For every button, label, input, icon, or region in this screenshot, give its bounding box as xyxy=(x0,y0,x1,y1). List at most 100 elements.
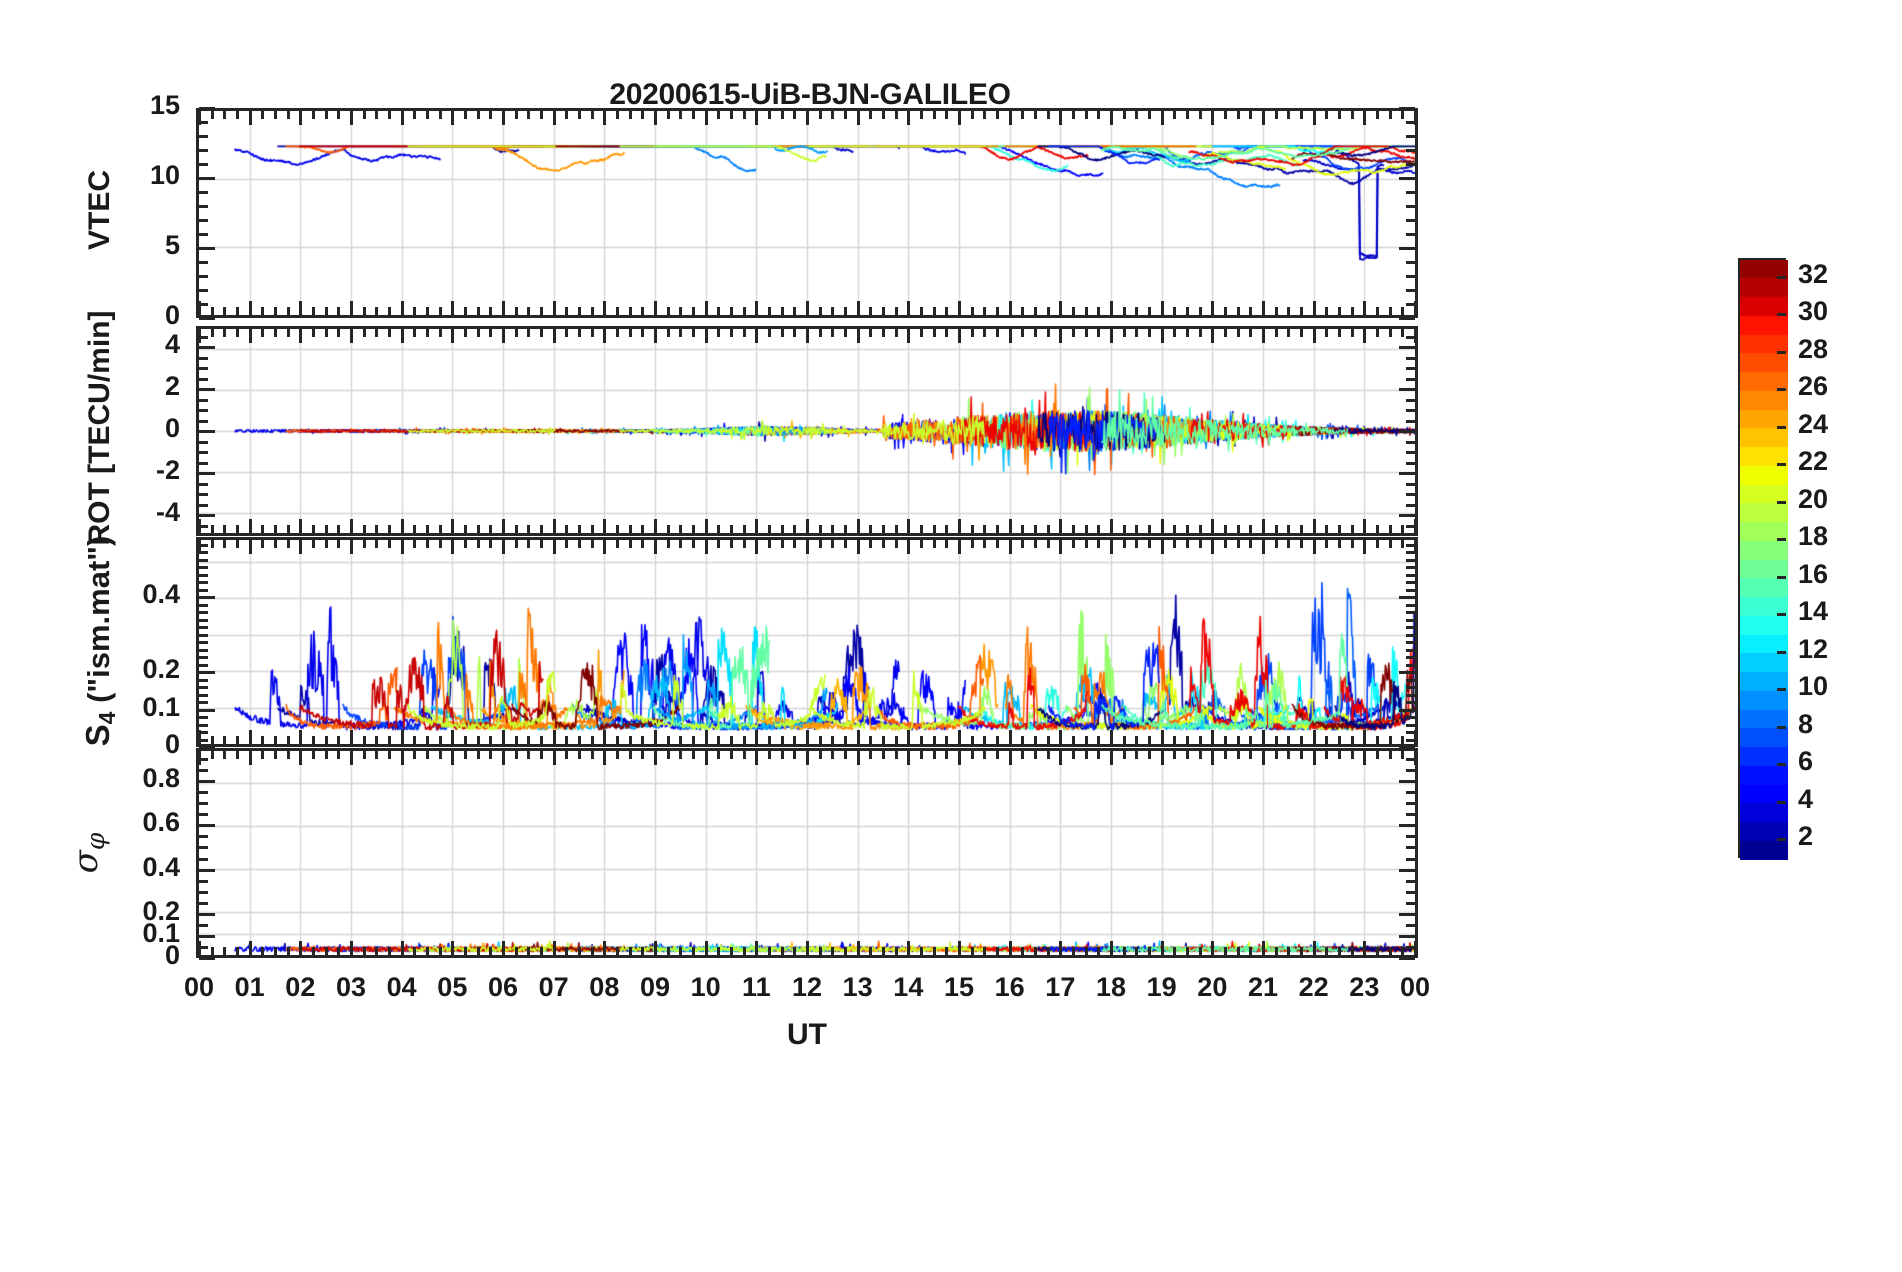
x-minor-tick xyxy=(1249,751,1252,759)
x-minor-tick xyxy=(629,947,632,955)
y-minor-tick xyxy=(1406,121,1415,124)
x-minor-tick xyxy=(1123,540,1126,548)
x-minor-tick xyxy=(236,111,239,119)
y-minor-tick xyxy=(1406,399,1415,402)
x-minor-tick xyxy=(236,736,239,744)
x-minor-tick xyxy=(375,111,378,119)
x-major-tick xyxy=(1210,751,1214,765)
x-major-tick xyxy=(957,329,961,343)
x-major-tick xyxy=(704,751,708,765)
x-minor-tick xyxy=(971,525,974,533)
y-minor-tick xyxy=(1406,544,1415,547)
x-minor-tick xyxy=(426,525,429,533)
y-minor-tick xyxy=(1406,731,1415,734)
x-minor-tick xyxy=(261,329,264,337)
x-minor-tick xyxy=(1389,307,1392,315)
x-minor-tick xyxy=(971,540,974,548)
x-major-tick xyxy=(653,301,657,315)
x-major-tick xyxy=(856,540,860,554)
ylabel-s4: S4 ("ism.mat") xyxy=(79,535,120,747)
x-major-tick xyxy=(1261,730,1265,744)
xtick-3: 03 xyxy=(335,972,367,1002)
x-minor-tick xyxy=(439,111,442,119)
ytick-vtec-0: 0 xyxy=(164,300,180,330)
y-minor-tick xyxy=(1406,409,1415,412)
x-minor-tick xyxy=(1123,329,1126,337)
x-minor-tick xyxy=(895,329,898,337)
x-minor-tick xyxy=(971,736,974,744)
x-major-tick xyxy=(298,540,302,554)
x-minor-tick xyxy=(527,111,530,119)
x-minor-tick xyxy=(1072,751,1075,759)
x-minor-tick xyxy=(1338,111,1341,119)
xtick-15: 15 xyxy=(943,972,975,1002)
x-minor-tick xyxy=(882,736,885,744)
x-minor-tick xyxy=(261,525,264,533)
x-minor-tick xyxy=(1097,751,1100,759)
colorbar-tick xyxy=(1777,538,1786,541)
x-minor-tick xyxy=(477,525,480,533)
x-major-tick xyxy=(1312,751,1316,765)
x-minor-tick xyxy=(337,329,340,337)
y-minor-tick xyxy=(1406,388,1415,391)
y-minor-tick xyxy=(1406,163,1415,166)
x-minor-tick xyxy=(1351,751,1354,759)
x-minor-tick xyxy=(819,525,822,533)
x-minor-tick xyxy=(1148,329,1151,337)
x-minor-tick xyxy=(895,111,898,119)
x-minor-tick xyxy=(1097,947,1100,955)
x-minor-tick xyxy=(1401,307,1404,315)
x-minor-tick xyxy=(616,540,619,548)
x-minor-tick xyxy=(983,751,986,759)
x-minor-tick xyxy=(223,525,226,533)
x-minor-tick xyxy=(1021,947,1024,955)
x-minor-tick xyxy=(920,307,923,315)
x-major-tick xyxy=(1413,540,1417,554)
x-minor-tick xyxy=(363,111,366,119)
x-major-tick xyxy=(1210,301,1214,315)
x-minor-tick xyxy=(287,736,290,744)
panel-sigmaphi xyxy=(196,748,1418,958)
x-minor-tick xyxy=(945,947,948,955)
x-minor-tick xyxy=(464,736,467,744)
y-minor-tick xyxy=(1406,626,1415,629)
y-minor-tick xyxy=(199,581,208,584)
x-minor-tick xyxy=(667,111,670,119)
x-minor-tick xyxy=(477,329,480,337)
x-minor-tick xyxy=(629,307,632,315)
x-major-tick xyxy=(957,519,961,533)
x-minor-tick xyxy=(1047,307,1050,315)
x-minor-tick xyxy=(211,540,214,548)
x-minor-tick xyxy=(211,525,214,533)
colorbar-tick-label-24: 24 xyxy=(1798,408,1829,439)
x-minor-tick xyxy=(363,751,366,759)
x-minor-tick xyxy=(1338,329,1341,337)
x-minor-tick xyxy=(768,736,771,744)
x-major-tick xyxy=(906,941,910,955)
x-minor-tick xyxy=(819,751,822,759)
x-major-tick xyxy=(906,730,910,744)
x-minor-tick xyxy=(1199,751,1202,759)
x-major-tick xyxy=(1008,519,1012,533)
x-major-tick xyxy=(754,111,758,125)
x-major-tick xyxy=(602,941,606,955)
x-minor-tick xyxy=(489,947,492,955)
x-minor-tick xyxy=(641,329,644,337)
x-minor-tick xyxy=(743,540,746,548)
y-minor-tick xyxy=(199,634,208,637)
x-minor-tick xyxy=(1135,111,1138,119)
y-minor-tick xyxy=(199,641,208,644)
y-minor-tick xyxy=(199,388,208,391)
x-minor-tick xyxy=(236,329,239,337)
x-minor-tick xyxy=(591,540,594,548)
y-minor-tick xyxy=(199,686,208,689)
x-minor-tick xyxy=(1275,307,1278,315)
y-minor-tick xyxy=(1406,619,1415,622)
x-minor-tick xyxy=(1287,329,1290,337)
x-minor-tick xyxy=(413,736,416,744)
ytick-sigmaphi-2: 0.2 xyxy=(142,895,180,926)
x-major-tick xyxy=(1160,540,1164,554)
x-minor-tick xyxy=(1389,736,1392,744)
x-minor-tick xyxy=(439,540,442,548)
x-minor-tick xyxy=(312,111,315,119)
